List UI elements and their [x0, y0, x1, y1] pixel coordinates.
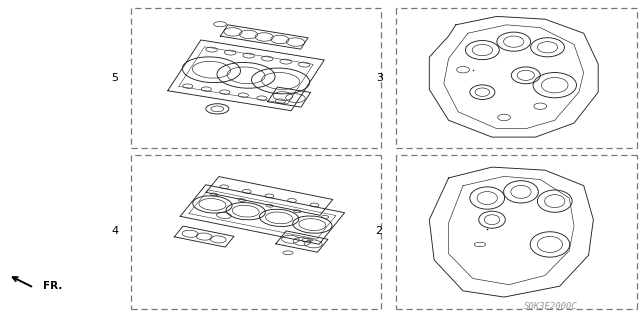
Text: S0K3E2000C: S0K3E2000C: [524, 302, 577, 311]
Text: 4: 4: [111, 226, 118, 236]
Text: 5: 5: [111, 73, 118, 83]
Text: 3: 3: [376, 73, 383, 83]
Text: FR.: FR.: [43, 280, 62, 291]
Text: 2: 2: [376, 226, 383, 236]
